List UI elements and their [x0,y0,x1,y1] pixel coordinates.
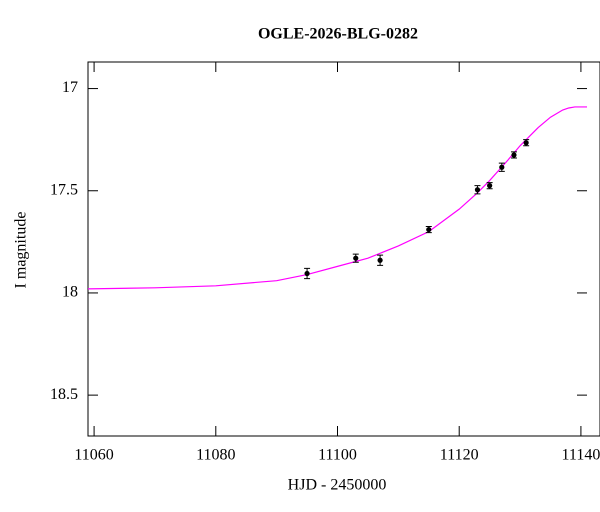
x-tick-label: 11120 [440,447,479,464]
x-tick-label: 11100 [318,447,357,464]
x-axis-label: HJD - 2450000 [288,477,387,494]
plot-frame [87,61,600,437]
data-point [426,226,432,233]
data-point [377,257,383,263]
data-point [511,152,517,158]
y-tick-label: 18.5 [50,386,78,403]
x-tick-label: 11060 [74,447,113,464]
y-tick-label: 18 [62,284,78,301]
x-tick-label: 11080 [196,447,235,464]
data-point [474,187,481,193]
y-tick-label: 17 [62,79,78,96]
data-point [523,140,529,146]
model-curve [87,106,587,290]
chart-title: OGLE-2026-BLG-0282 [258,26,418,43]
data-point [499,164,505,170]
data-point [353,255,359,261]
y-tick-label: 17.5 [50,181,78,198]
y-axis-label: I magnitude [13,212,30,289]
data-point [487,183,493,189]
x-tick-label: 11140 [562,447,600,464]
data-point [304,270,310,277]
